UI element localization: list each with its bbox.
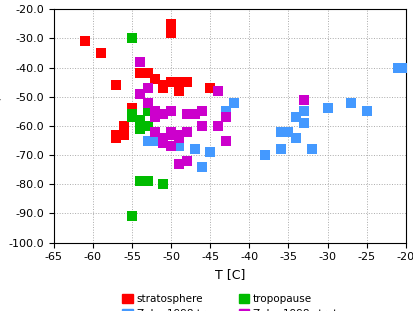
- Point: [167, 132, 174, 137]
- Point: [136, 71, 143, 76]
- Y-axis label: delta-18O [o/oo]: delta-18O [o/oo]: [0, 74, 3, 178]
- Point: [167, 30, 174, 35]
- Point: [191, 147, 197, 152]
- Point: [144, 71, 151, 76]
- Point: [128, 36, 135, 41]
- Point: [159, 86, 166, 91]
- Point: [175, 161, 182, 166]
- Point: [82, 39, 88, 44]
- Point: [97, 51, 104, 56]
- Point: [128, 112, 135, 117]
- Point: [152, 129, 159, 134]
- Point: [128, 115, 135, 120]
- Point: [394, 65, 400, 70]
- Point: [167, 80, 174, 85]
- Point: [144, 123, 151, 128]
- Point: [152, 109, 159, 114]
- Point: [144, 86, 151, 91]
- Point: [136, 179, 143, 184]
- Point: [206, 86, 213, 91]
- Legend: stratosphere, Zahn 1998 trop, tropopause, Zahn 1998 strat: stratosphere, Zahn 1998 trop, tropopause…: [118, 290, 341, 311]
- Point: [152, 115, 159, 120]
- Point: [175, 135, 182, 140]
- Point: [175, 88, 182, 93]
- Point: [113, 132, 119, 137]
- Point: [199, 164, 205, 169]
- Point: [285, 129, 291, 134]
- Point: [152, 109, 159, 114]
- Point: [144, 138, 151, 143]
- Point: [167, 129, 174, 134]
- Point: [206, 150, 213, 155]
- Point: [159, 135, 166, 140]
- Point: [175, 132, 182, 137]
- Point: [199, 109, 205, 114]
- X-axis label: T [C]: T [C]: [214, 268, 244, 281]
- Point: [183, 158, 190, 163]
- Point: [159, 141, 166, 146]
- Point: [300, 121, 306, 126]
- Point: [292, 135, 299, 140]
- Point: [277, 129, 283, 134]
- Point: [308, 147, 314, 152]
- Point: [167, 144, 174, 149]
- Point: [159, 83, 166, 88]
- Point: [183, 112, 190, 117]
- Point: [136, 91, 143, 96]
- Point: [144, 109, 151, 114]
- Point: [159, 141, 166, 146]
- Point: [222, 115, 229, 120]
- Point: [159, 112, 166, 117]
- Point: [152, 138, 159, 143]
- Point: [230, 100, 236, 105]
- Point: [277, 147, 283, 152]
- Point: [175, 80, 182, 85]
- Point: [401, 65, 408, 70]
- Point: [261, 153, 268, 158]
- Point: [159, 182, 166, 187]
- Point: [175, 144, 182, 149]
- Point: [152, 77, 159, 82]
- Point: [183, 129, 190, 134]
- Point: [363, 109, 369, 114]
- Point: [128, 214, 135, 219]
- Point: [136, 126, 143, 131]
- Point: [292, 115, 299, 120]
- Point: [214, 123, 221, 128]
- Point: [159, 112, 166, 117]
- Point: [222, 109, 229, 114]
- Point: [183, 80, 190, 85]
- Point: [222, 138, 229, 143]
- Point: [113, 83, 119, 88]
- Point: [214, 88, 221, 93]
- Point: [113, 135, 119, 140]
- Point: [144, 179, 151, 184]
- Point: [323, 106, 330, 111]
- Point: [121, 132, 127, 137]
- Point: [191, 112, 197, 117]
- Point: [300, 97, 306, 102]
- Point: [167, 109, 174, 114]
- Point: [300, 109, 306, 114]
- Point: [167, 21, 174, 26]
- Point: [128, 106, 135, 111]
- Point: [144, 100, 151, 105]
- Point: [347, 100, 354, 105]
- Point: [121, 123, 127, 128]
- Point: [136, 118, 143, 123]
- Point: [199, 123, 205, 128]
- Point: [136, 59, 143, 64]
